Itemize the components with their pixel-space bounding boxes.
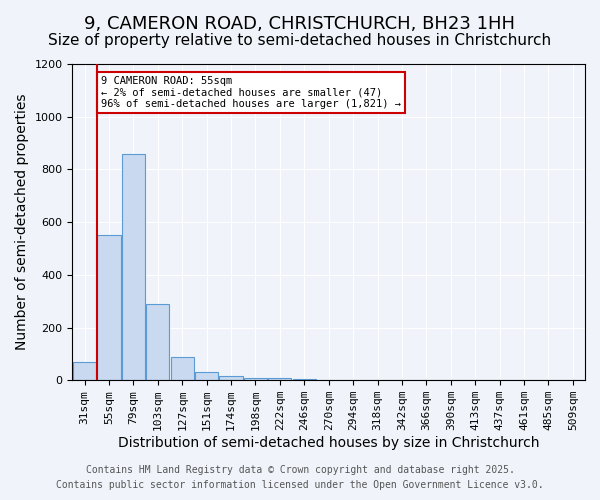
- Bar: [170, 356, 194, 380]
- Bar: [244, 378, 267, 380]
- Bar: [73, 362, 96, 380]
- Bar: [97, 236, 121, 380]
- Text: 9, CAMERON ROAD, CHRISTCHURCH, BH23 1HH: 9, CAMERON ROAD, CHRISTCHURCH, BH23 1HH: [85, 15, 515, 33]
- Text: Size of property relative to semi-detached houses in Christchurch: Size of property relative to semi-detach…: [49, 32, 551, 48]
- Bar: [195, 372, 218, 380]
- Bar: [146, 304, 169, 380]
- Y-axis label: Number of semi-detached properties: Number of semi-detached properties: [15, 94, 29, 350]
- Text: 9 CAMERON ROAD: 55sqm
← 2% of semi-detached houses are smaller (47)
96% of semi-: 9 CAMERON ROAD: 55sqm ← 2% of semi-detac…: [101, 76, 401, 109]
- X-axis label: Distribution of semi-detached houses by size in Christchurch: Distribution of semi-detached houses by …: [118, 436, 539, 450]
- Text: Contains HM Land Registry data © Crown copyright and database right 2025.
Contai: Contains HM Land Registry data © Crown c…: [56, 465, 544, 490]
- Bar: [268, 378, 292, 380]
- Bar: [220, 376, 242, 380]
- Bar: [122, 154, 145, 380]
- Bar: [293, 379, 316, 380]
